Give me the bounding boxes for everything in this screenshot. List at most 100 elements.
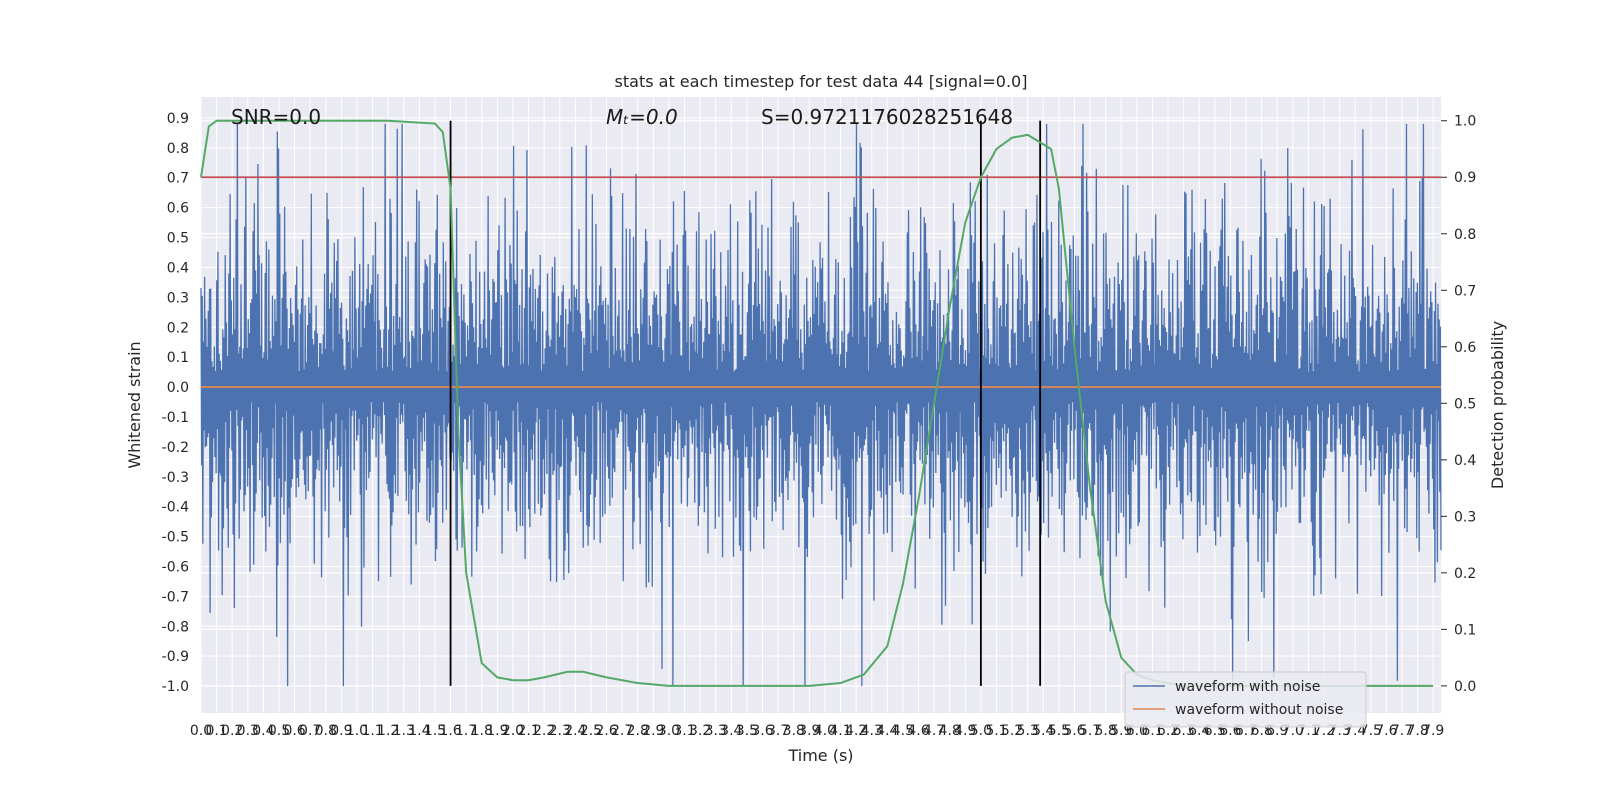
x-tick-label: 1.5 bbox=[424, 723, 446, 739]
x-tick-label: 3.7 bbox=[767, 723, 789, 739]
x-tick-label: 1.3 bbox=[393, 723, 415, 739]
line-series bbox=[200, 119, 1441, 687]
x-tick-label: 3.8 bbox=[783, 723, 805, 739]
x-tick-label: 5.5 bbox=[1048, 723, 1070, 739]
x-tick-label: 0.1 bbox=[205, 723, 227, 739]
x-tick-label: 4.8 bbox=[939, 723, 961, 739]
x-tick-label: 3.0 bbox=[658, 723, 680, 739]
x-tick-label: 1.8 bbox=[471, 723, 493, 739]
s-annotation: S=0.9721176028251648 bbox=[761, 105, 1013, 129]
y2-tick-label: 0.8 bbox=[1454, 227, 1476, 243]
x-tick-label: 2.9 bbox=[642, 723, 664, 739]
x-tick-label: 2.8 bbox=[627, 723, 649, 739]
x-tick-label: 0.9 bbox=[330, 723, 352, 739]
x-axis-label: Time (s) bbox=[787, 746, 853, 765]
x-tick-label: 1.9 bbox=[486, 723, 508, 739]
y-tick-label: -0.5 bbox=[162, 530, 189, 546]
x-tick-label: 0.2 bbox=[221, 723, 243, 739]
x-tick-label: 2.6 bbox=[595, 723, 617, 739]
x-tick-label: 4.2 bbox=[845, 723, 867, 739]
y2-tick-label: 0.1 bbox=[1454, 622, 1476, 638]
x-tick-label: 1.6 bbox=[439, 723, 461, 739]
x-tick-label: 0.8 bbox=[315, 723, 337, 739]
y2-tick-label: 0.3 bbox=[1454, 509, 1476, 525]
legend-label-noise: waveform with noise bbox=[1175, 679, 1320, 695]
x-tick-label: 2.4 bbox=[564, 723, 586, 739]
x-tick-label: 0.3 bbox=[237, 723, 259, 739]
x-tick-label: 4.5 bbox=[892, 723, 914, 739]
detection-probability-line bbox=[200, 119, 1434, 687]
y-tick-label: 0.7 bbox=[167, 171, 189, 187]
x-tick-label: 4.4 bbox=[876, 723, 898, 739]
y-tick-label: 0.6 bbox=[167, 201, 189, 217]
x-tick-label: 2.2 bbox=[533, 723, 555, 739]
x-tick-label: 5.0 bbox=[970, 723, 992, 739]
y2-tick-label: 0.9 bbox=[1454, 170, 1476, 186]
y2-tick-label: 0.7 bbox=[1454, 283, 1476, 299]
x-tick-label: 5.6 bbox=[1063, 723, 1085, 739]
x-tick-label: 5.7 bbox=[1079, 723, 1101, 739]
y-tick-label: 0.9 bbox=[167, 111, 189, 127]
snr-annotation: SNR=0.0 bbox=[231, 105, 321, 129]
y2-tick-label: 0.0 bbox=[1454, 679, 1476, 695]
x-tick-label: 5.3 bbox=[1017, 723, 1039, 739]
y-tick-label: -0.7 bbox=[162, 589, 189, 605]
chart-title: stats at each timestep for test data 44 … bbox=[615, 72, 1028, 91]
y2-tick-label: 0.2 bbox=[1454, 566, 1476, 582]
y-tick-label: -0.1 bbox=[162, 410, 189, 426]
legend-box bbox=[1124, 671, 1367, 728]
x-tick-label: 0.4 bbox=[252, 723, 274, 739]
y-tick-label: -0.9 bbox=[162, 649, 189, 665]
x-tick-label: 4.3 bbox=[861, 723, 883, 739]
noise-waveform-line bbox=[200, 123, 1442, 687]
x-tick-label: 1.0 bbox=[346, 723, 368, 739]
x-tick-label: 1.4 bbox=[408, 723, 430, 739]
x-tick-label: 1.1 bbox=[361, 723, 383, 739]
x-tick-label: 0.7 bbox=[299, 723, 321, 739]
y2-tick-label: 0.4 bbox=[1454, 453, 1476, 469]
x-tick-label: 3.1 bbox=[673, 723, 695, 739]
y-tick-label: 0.2 bbox=[167, 320, 189, 336]
x-tick-label: 7.9 bbox=[1422, 723, 1444, 739]
y-tick-label: 0.4 bbox=[167, 260, 189, 276]
y-tick-label: 0.0 bbox=[167, 380, 189, 396]
x-tick-label: 5.1 bbox=[985, 723, 1007, 739]
x-tick-label: 4.0 bbox=[814, 723, 836, 739]
x-tick-label: 5.4 bbox=[1032, 723, 1054, 739]
x-tick-label: 3.3 bbox=[705, 723, 727, 739]
x-tick-label: 1.2 bbox=[377, 723, 399, 739]
x-tick-label: 1.7 bbox=[455, 723, 477, 739]
x-tick-label: 2.5 bbox=[580, 723, 602, 739]
x-tick-label: 3.5 bbox=[736, 723, 758, 739]
y-tick-label: -1.0 bbox=[162, 679, 189, 695]
mc-annotation: Mₜ=0.0 bbox=[606, 105, 678, 129]
noise-series bbox=[200, 123, 1442, 687]
y-tick-label: -0.4 bbox=[162, 500, 189, 516]
ticks: 0.00.10.20.30.40.50.60.70.80.91.01.11.21… bbox=[162, 111, 1477, 739]
x-tick-label: 4.9 bbox=[954, 723, 976, 739]
y-tick-label: -0.2 bbox=[162, 440, 189, 456]
x-tick-label: 2.1 bbox=[517, 723, 539, 739]
x-tick-label: 5.2 bbox=[1001, 723, 1023, 739]
y2-tick-label: 0.6 bbox=[1454, 340, 1476, 356]
x-tick-label: 2.3 bbox=[549, 723, 571, 739]
y-tick-label: 0.1 bbox=[167, 350, 189, 366]
x-tick-label: 3.2 bbox=[689, 723, 711, 739]
x-tick-label: 4.7 bbox=[923, 723, 945, 739]
x-tick-label: 7.6 bbox=[1375, 723, 1397, 739]
x-tick-label: 2.0 bbox=[502, 723, 524, 739]
x-tick-label: 0.0 bbox=[190, 723, 212, 739]
x-tick-label: 5.8 bbox=[1095, 723, 1117, 739]
y-tick-label: 0.8 bbox=[167, 141, 189, 157]
x-tick-label: 2.7 bbox=[611, 723, 633, 739]
x-tick-label: 0.6 bbox=[283, 723, 305, 739]
x-tick-label: 3.6 bbox=[751, 723, 773, 739]
x-tick-label: 3.4 bbox=[720, 723, 742, 739]
x-tick-label: 7.7 bbox=[1391, 723, 1413, 739]
x-tick-label: 0.5 bbox=[268, 723, 290, 739]
y-tick-label: -0.6 bbox=[162, 559, 189, 575]
legend-label-clean: waveform without noise bbox=[1175, 702, 1343, 718]
x-tick-label: 4.1 bbox=[829, 723, 851, 739]
x-tick-label: 7.5 bbox=[1360, 723, 1382, 739]
